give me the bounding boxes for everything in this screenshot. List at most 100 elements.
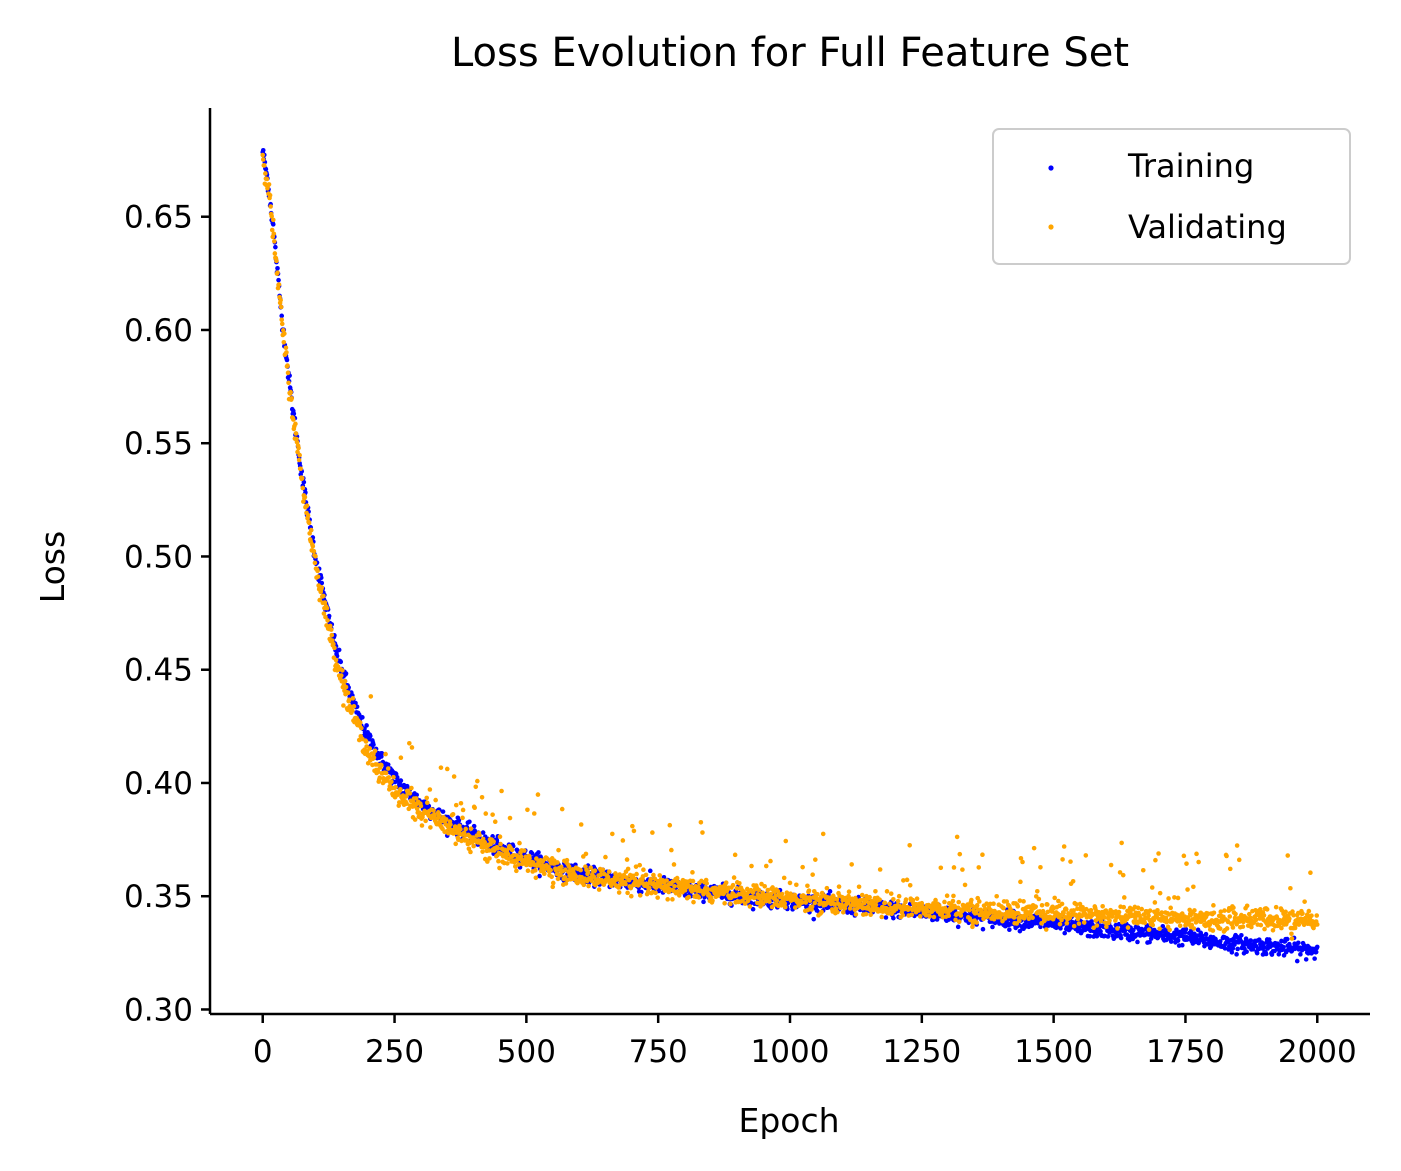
validating-point [432,812,437,817]
training-point [360,715,365,720]
training-point [1203,931,1209,937]
training-point [279,313,285,319]
validating-point [624,857,630,862]
training-point [883,915,889,920]
validating-point [492,819,498,825]
validating-point [1184,861,1189,866]
validating-point [630,823,635,829]
y-tick-label: 0.30 [124,992,193,1028]
validating-point [268,204,273,209]
training-point [1295,940,1301,946]
training-point [990,924,995,930]
training-point [1254,950,1260,956]
training-point [1235,946,1240,952]
validating-point [308,527,314,533]
validating-point [1287,916,1292,921]
validating-point [882,900,888,906]
validating-point [774,898,780,903]
validating-point [350,696,356,701]
validating-point [909,912,915,918]
validating-point [281,339,287,345]
validating-point [1139,906,1144,912]
validating-point [550,880,556,886]
validating-point [264,176,270,182]
validating-point [867,894,872,900]
validating-point [325,618,330,623]
validating-point [269,214,274,219]
training-point [1228,942,1234,948]
validating-point [980,852,985,858]
validating-point [1177,923,1183,929]
validating-point [1076,921,1082,926]
validating-point [296,445,301,451]
validating-point [651,872,656,878]
training-point [934,917,940,922]
validating-point [938,865,944,871]
validating-point [652,876,658,882]
validating-point [931,914,937,920]
training-point [980,926,986,932]
validating-point [1211,903,1216,908]
validating-point [1167,927,1172,933]
validating-point [491,839,496,844]
validating-point [812,900,818,906]
validating-point [818,894,824,900]
validating-point [695,884,701,890]
training-point [260,148,266,153]
validating-point [1185,887,1190,892]
validating-point [773,893,779,898]
training-point [1230,946,1236,951]
validating-point [490,812,495,817]
validating-point [473,784,479,790]
validating-point [884,889,890,894]
validating-point [385,766,391,771]
y-tick-label: 0.65 [124,200,193,236]
validating-point [1227,866,1233,872]
validating-point [585,869,591,875]
validating-point [842,906,848,911]
validating-point [690,870,695,875]
validating-point [873,902,879,908]
validating-point [328,627,334,632]
validating-point [794,882,799,888]
validating-point [1172,895,1177,900]
validating-point [888,891,894,896]
validating-point [951,893,956,899]
validating-point [664,878,669,883]
validating-point [566,864,572,869]
training-point [1105,934,1111,939]
validating-point [1030,915,1035,920]
validating-point [813,857,818,862]
validating-point [302,494,308,500]
validating-point [686,894,692,900]
validating-point [516,862,521,867]
validating-point [782,904,788,910]
validating-point [514,868,519,874]
validating-point [1026,916,1032,922]
training-point [1174,927,1179,932]
training-point [1244,949,1249,955]
training-point [1276,951,1282,957]
validating-point [1224,853,1229,859]
validating-point [592,868,598,873]
validating-point [1189,922,1195,928]
validating-point [533,875,539,881]
validating-point [498,841,503,847]
validating-point [749,863,754,869]
legend: Training Validating [992,128,1351,265]
validating-point [284,350,289,355]
y-tick-label: 0.40 [124,766,193,802]
validating-point [956,919,962,925]
training-point [1248,938,1254,943]
validating-point [981,916,986,922]
validating-point [1157,926,1162,932]
validating-point [1227,914,1233,919]
y-tick-label: 0.60 [124,313,193,349]
validating-point [443,817,449,822]
validating-point [407,791,413,796]
y-tick-label: 0.35 [124,879,193,915]
validating-point [424,795,430,801]
validating-point [1059,901,1065,907]
validating-point [311,548,317,554]
validating-point [954,834,960,840]
